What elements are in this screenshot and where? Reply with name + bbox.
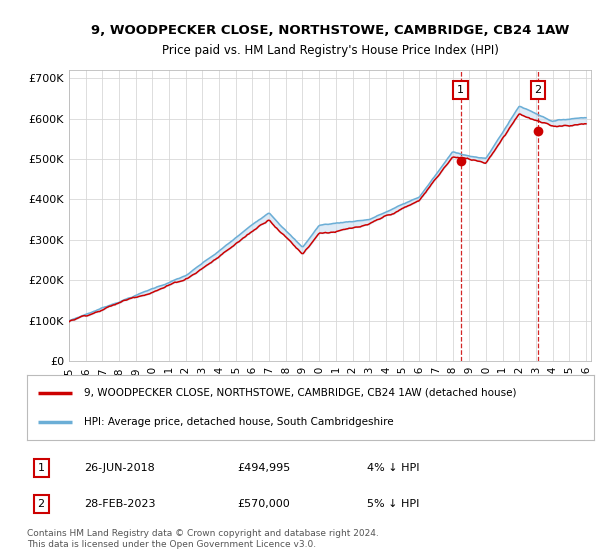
Text: £570,000: £570,000 — [237, 499, 290, 509]
Text: Price paid vs. HM Land Registry's House Price Index (HPI): Price paid vs. HM Land Registry's House … — [161, 44, 499, 57]
Text: 1: 1 — [457, 85, 464, 95]
Text: 26-JUN-2018: 26-JUN-2018 — [84, 463, 154, 473]
Text: 4% ↓ HPI: 4% ↓ HPI — [367, 463, 420, 473]
Text: 28-FEB-2023: 28-FEB-2023 — [84, 499, 155, 509]
Text: 1: 1 — [38, 463, 44, 473]
Text: HPI: Average price, detached house, South Cambridgeshire: HPI: Average price, detached house, Sout… — [84, 417, 394, 427]
Text: 9, WOODPECKER CLOSE, NORTHSTOWE, CAMBRIDGE, CB24 1AW: 9, WOODPECKER CLOSE, NORTHSTOWE, CAMBRID… — [91, 24, 569, 38]
Text: 5% ↓ HPI: 5% ↓ HPI — [367, 499, 419, 509]
Text: Contains HM Land Registry data © Crown copyright and database right 2024.
This d: Contains HM Land Registry data © Crown c… — [27, 529, 379, 549]
Text: £494,995: £494,995 — [237, 463, 290, 473]
Text: 9, WOODPECKER CLOSE, NORTHSTOWE, CAMBRIDGE, CB24 1AW (detached house): 9, WOODPECKER CLOSE, NORTHSTOWE, CAMBRID… — [84, 388, 516, 398]
Text: 2: 2 — [38, 499, 45, 509]
Text: 2: 2 — [535, 85, 542, 95]
